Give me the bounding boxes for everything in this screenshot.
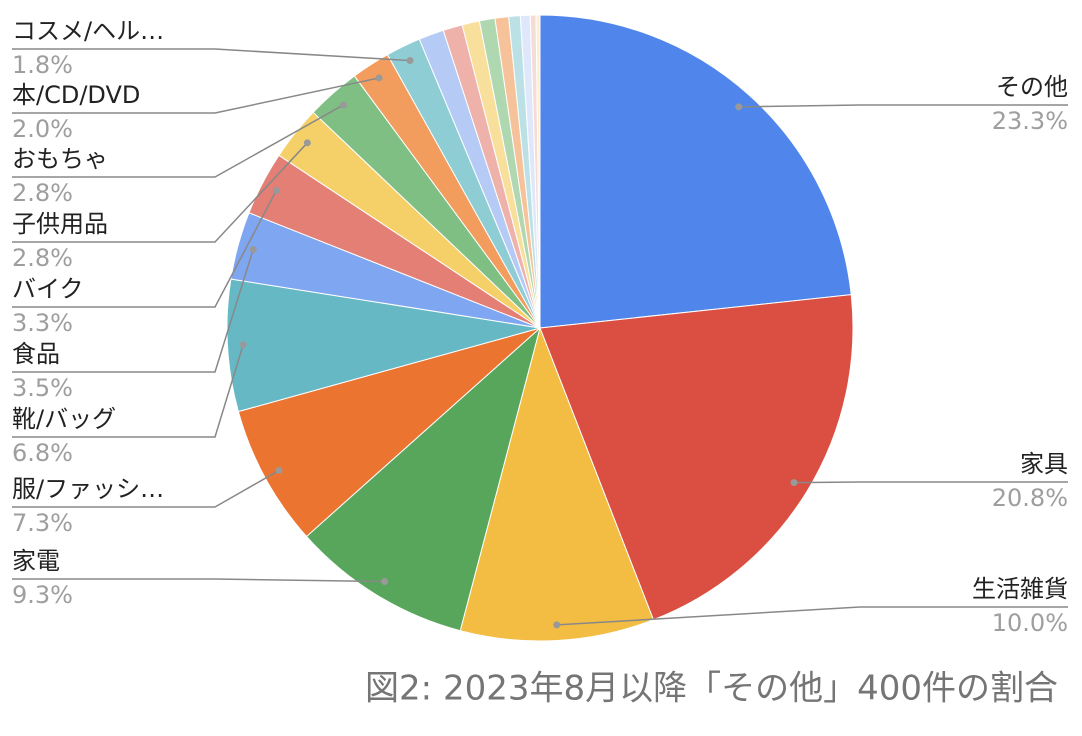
leader-dot xyxy=(275,466,283,474)
leader-dot xyxy=(790,479,798,487)
slice-label: バイク xyxy=(12,275,84,303)
slice-label: その他 xyxy=(996,73,1068,101)
slice-value-label: 3.3% xyxy=(12,309,73,337)
slice-label: 服/ファッシ… xyxy=(12,475,164,503)
leader-dot xyxy=(406,57,414,65)
chart-title: 図2: 2023年8月以降「その他」400件の割合 xyxy=(365,669,1058,709)
slice-label: 食品 xyxy=(12,340,60,368)
pie-slice xyxy=(535,14,541,329)
leader-dot xyxy=(553,621,561,629)
slice-value-label: 1.8% xyxy=(12,51,73,79)
slice-value-label: 2.0% xyxy=(12,115,73,143)
slice-value-label: 2.8% xyxy=(12,179,73,207)
leader-dot xyxy=(272,187,280,195)
leader-line xyxy=(12,344,244,438)
leader-line xyxy=(12,104,344,178)
slice-label: 生活雑貨 xyxy=(972,575,1068,603)
slice-value-label: 23.3% xyxy=(992,107,1068,135)
pie-slice xyxy=(226,278,541,413)
leader-line xyxy=(12,249,254,373)
slice-value-label: 6.8% xyxy=(12,439,73,467)
slice-value-label: 3.5% xyxy=(12,374,73,402)
leader-line xyxy=(12,48,411,62)
pie-slice xyxy=(305,326,541,632)
leader-line xyxy=(12,142,308,243)
leader-dot xyxy=(381,578,389,586)
leader-dot xyxy=(239,341,247,349)
slice-label: 家具 xyxy=(1020,450,1068,478)
slice-label: 子供用品 xyxy=(12,210,108,238)
slice-label: 本/CD/DVD xyxy=(12,81,140,109)
slice-label: 家電 xyxy=(12,547,60,575)
pie-slice xyxy=(539,294,854,621)
slice-value-label: 10.0% xyxy=(992,609,1068,637)
leader-line xyxy=(738,104,1068,108)
slice-value-label: 9.3% xyxy=(12,581,73,609)
leader-dot xyxy=(339,101,347,109)
leader-line xyxy=(794,481,1068,484)
leader-dot xyxy=(249,246,257,254)
pie-slice xyxy=(459,326,655,642)
pie-slice xyxy=(539,14,852,329)
leader-line xyxy=(12,77,380,114)
leader-dot xyxy=(303,139,311,147)
leader-dot xyxy=(735,103,743,111)
leader-line xyxy=(12,469,280,508)
slice-value-label: 20.8% xyxy=(992,484,1068,512)
slice-label: コスメ/ヘル… xyxy=(12,17,164,45)
leader-line xyxy=(556,606,1068,626)
slice-value-label: 7.3% xyxy=(12,509,73,537)
leader-line xyxy=(12,190,278,308)
slice-value-label: 2.8% xyxy=(12,244,73,272)
slice-label: 靴/バッグ xyxy=(12,405,116,433)
leader-dot xyxy=(375,74,383,82)
leader-line xyxy=(12,578,385,583)
slice-label: おもちゃ xyxy=(12,145,108,173)
